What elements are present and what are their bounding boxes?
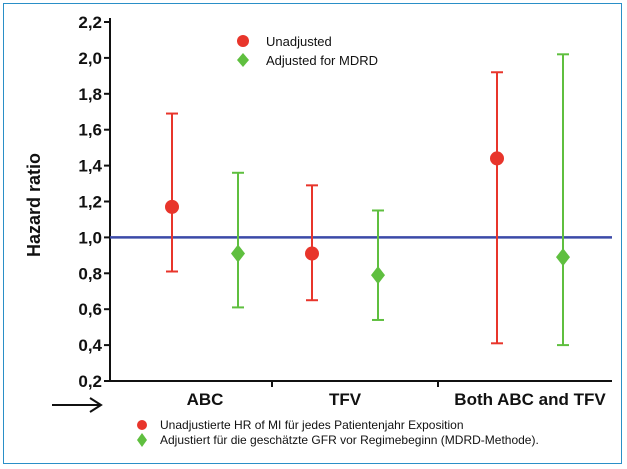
category-label: TFV: [329, 390, 362, 409]
y-tick-label: 0,4: [78, 336, 102, 355]
axes: [104, 18, 612, 387]
right-arrow-icon: [52, 397, 103, 413]
y-tick-labels: 0,2 0,4 0,6 0,8 1,0 1,2 1,4 1,6 1,8 2,0 2,2: [78, 13, 102, 391]
category-labels: ABC TFV Both ABC and TFV: [187, 390, 607, 409]
point-unadjusted: [490, 151, 504, 166]
legend-marker-circle: [237, 35, 249, 47]
y-tick-label: 2,2: [78, 13, 102, 32]
y-tick-label: 1,4: [78, 157, 102, 176]
y-axis-label: Hazard ratio: [24, 153, 44, 257]
point-unadjusted: [165, 199, 179, 214]
data-marks: [165, 53, 570, 347]
footnotes: Unadjustierte HR of MI für jedes Patient…: [137, 418, 539, 447]
legend: Unadjusted Adjusted for MDRD: [237, 34, 378, 68]
y-tick-label: 1,2: [78, 193, 102, 212]
category-label: ABC: [187, 390, 224, 409]
y-tick-label: 2,0: [78, 49, 102, 68]
footnote-marker-diamond: [137, 433, 147, 447]
footnote-marker-circle: [137, 420, 147, 430]
point-unadjusted: [305, 246, 319, 261]
y-tick-label: 1,8: [78, 85, 102, 104]
legend-label: Unadjusted: [266, 34, 332, 49]
footnote-text: Adjustiert für die geschätzte GFR vor Re…: [160, 433, 539, 447]
y-tick-label: 0,8: [78, 264, 102, 283]
y-tick-label: 1,0: [78, 228, 102, 247]
legend-label: Adjusted for MDRD: [266, 53, 378, 68]
footnote-text: Unadjustierte HR of MI für jedes Patient…: [160, 418, 464, 432]
y-tick-label: 0,2: [78, 372, 102, 391]
legend-marker-diamond: [237, 53, 249, 67]
y-tick-label: 1,6: [78, 121, 102, 140]
point-adjusted: [556, 248, 570, 267]
category-label: Both ABC and TFV: [454, 390, 606, 409]
point-adjusted: [231, 244, 245, 263]
y-tick-label: 0,6: [78, 300, 102, 319]
point-adjusted: [371, 266, 385, 285]
